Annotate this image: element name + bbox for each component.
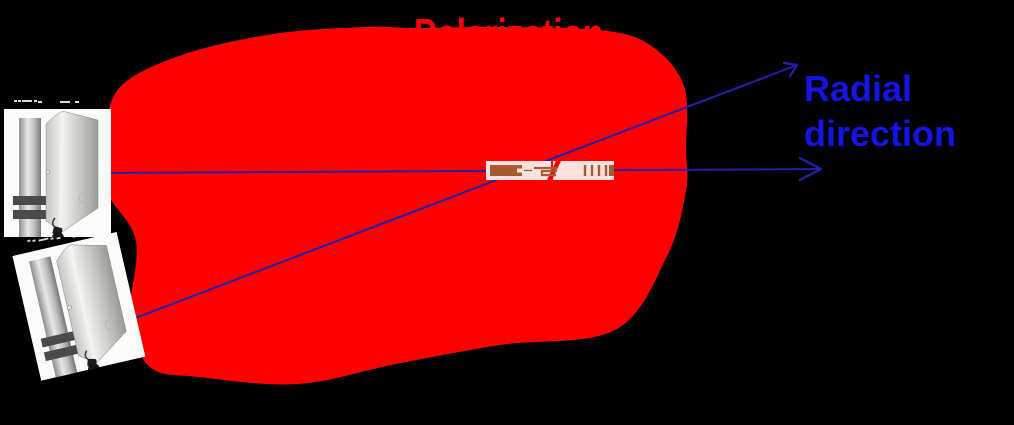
svg-text:Radial: Radial <box>804 68 912 109</box>
svg-text:direction: direction <box>804 113 956 154</box>
svg-text:Polarization: Polarization <box>414 11 603 59</box>
